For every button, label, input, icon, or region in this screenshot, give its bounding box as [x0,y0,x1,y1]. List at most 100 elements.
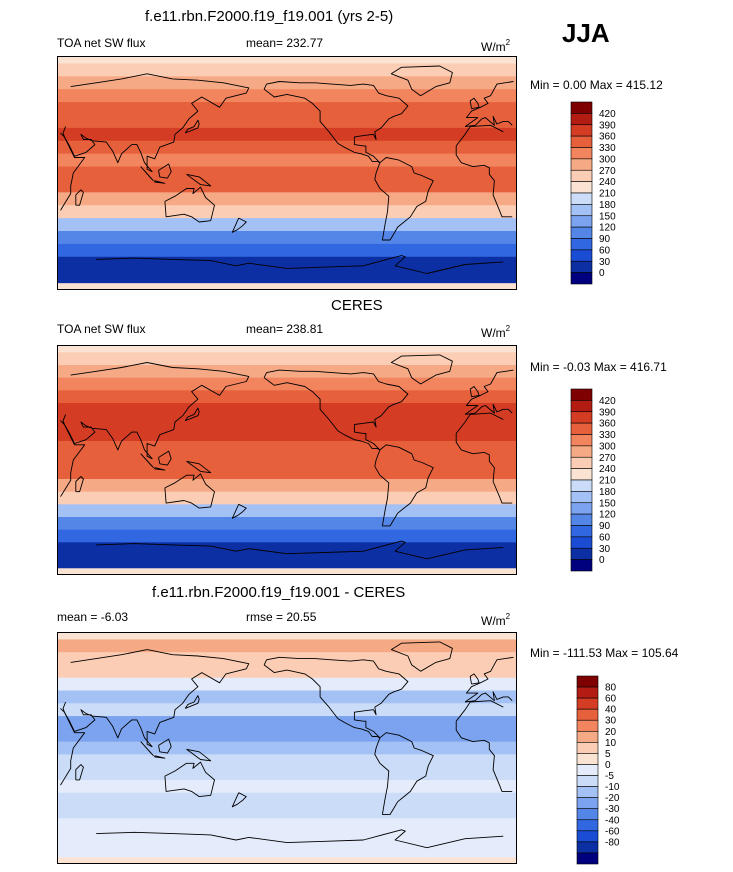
colorbar-box [570,491,593,504]
zonal-band [58,63,516,77]
colorbar-tick-label: 60 [605,694,617,705]
colorbar-box [570,400,593,413]
colorbar-box [570,502,593,515]
coastline [374,157,434,241]
coastline [96,255,504,274]
colorbar-tick-label: 0 [599,555,605,566]
zonal-band [58,716,516,730]
zonal-band [58,555,516,569]
colorbar-tick-label: 120 [599,223,616,234]
colorbar-box [570,204,593,217]
colorbar-tick-label: 120 [599,510,616,521]
colorbar-tick-label: 330 [599,430,616,441]
colorbar-box [576,708,599,721]
colorbar-tick-label: 270 [599,453,616,464]
colorbar-tick-label: 270 [599,166,616,177]
colorbar-box [570,238,593,251]
zonal-band [58,102,516,116]
zonal-band [58,140,516,155]
season-label: JJA [562,18,610,48]
panel-1-minmax: Min = 0.00 Max = 415.12 [530,78,663,92]
colorbar-box [576,753,599,765]
colorbar-tick-label: 420 [599,109,616,120]
panel-2-map [57,345,517,575]
zonal-band [58,517,516,531]
colorbar-box [570,181,593,194]
colorbar-tick-label: 90 [599,521,611,532]
colorbar-box [570,388,593,401]
coastline [164,761,215,798]
coastline [158,163,172,179]
colorbar-box [570,135,593,148]
colorbar-tick-label: -30 [605,804,620,815]
coastline [263,369,409,451]
coastline [75,189,84,206]
colorbar-box [576,830,599,843]
zonal-band [58,728,516,743]
colorbar-tick-label: 300 [599,154,616,165]
colorbar-box [576,730,599,743]
coastline [231,217,247,233]
zonal-band [58,269,516,284]
coastline [154,180,166,184]
panel-2-title: CERES [331,297,383,314]
coastline [62,649,514,748]
zonal-band [58,453,516,467]
coastline [75,764,84,781]
panel-2-minmax: Min = -0.03 Max = 416.71 [530,360,667,374]
coastline [60,412,513,504]
colorbar-box [576,742,599,754]
coastline [140,453,154,469]
colorbar-tick-label: -20 [605,793,620,804]
zonal-band [58,466,516,480]
colorbar-box [570,434,593,447]
colorbar-tick-label: 150 [599,211,616,222]
panel-3-mean-label: mean = -6.03 [57,610,129,624]
colorbar-tick-label: 390 [599,120,616,131]
colorbar-box [570,513,593,526]
colorbar-box [570,124,593,137]
colorbar-tick-label: 180 [599,487,616,498]
colorbar-tick-label: 90 [599,234,611,245]
zonal-band [58,166,516,181]
coastline [469,97,480,110]
coastline [231,792,247,808]
colorbar-box [570,456,593,469]
panel-2-map-svg [58,346,516,574]
colorbar-tick-label: -80 [605,837,620,848]
zonal-band [58,479,516,493]
coastline [154,467,166,471]
colorbar-tick-label: 360 [599,132,616,143]
panel-2-units: W/m2 [481,324,511,340]
coastline [390,354,453,385]
coastline [62,73,514,173]
zonal-band [58,792,516,807]
zonal-band [58,843,516,858]
zonal-band [58,365,516,379]
zonal-band [58,115,516,129]
colorbar-box [576,675,599,688]
coastline [390,641,453,672]
coastline [263,81,409,164]
zonal-band [58,153,516,168]
panel-3-map-svg [58,633,516,863]
colorbar-box [570,536,593,549]
zonal-band [58,205,516,219]
colorbar-box [570,260,593,273]
colorbar-tick-label: 240 [599,464,616,475]
colorbar-tick-label: 40 [605,705,617,716]
panel-1-title: f.e11.rbn.F2000.f19_f19.001 (yrs 2-5) [145,8,394,25]
zonal-band [58,89,516,103]
colorbar-box [570,192,593,205]
colorbar-tick-label: 150 [599,498,616,509]
panel-3-map [57,632,517,864]
colorbar-tick-label: 30 [605,716,617,727]
colorbar-box [570,468,593,481]
zonal-band [58,703,516,717]
colorbar-tick-label: 180 [599,200,616,211]
colorbar-tick-label: 240 [599,177,616,188]
colorbar-tick-label: 210 [599,189,616,200]
zonal-band [58,664,516,679]
zonal-band [58,441,516,455]
